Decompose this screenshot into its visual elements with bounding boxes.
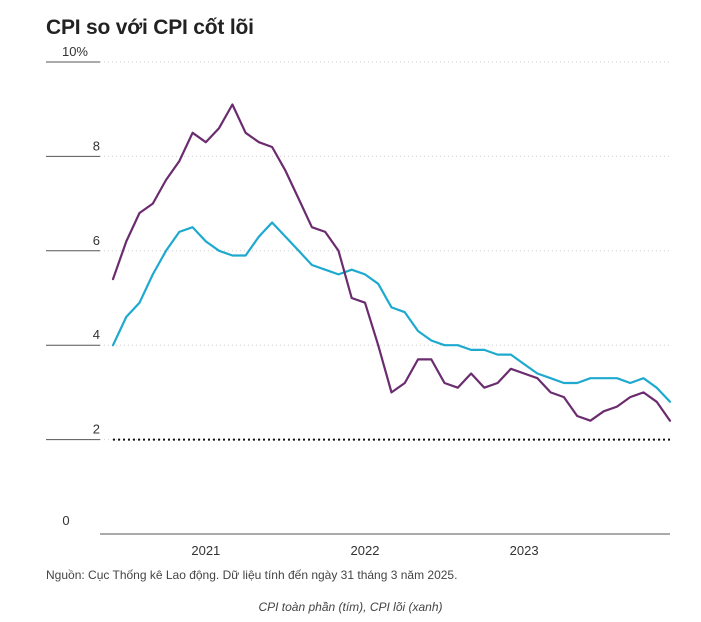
chart-title: CPI so với CPI cốt lõi [46,16,254,39]
series-line-cpi [111,103,672,422]
y-tick-label: 10% [62,44,88,59]
legend-caption: CPI toàn phần (tím), CPI lõi (xanh) [258,600,443,614]
y-tick-label: 8 [93,138,100,153]
axis-ticks: 10% 8 6 4 2 0 2021 2022 2023 [62,44,539,558]
series-line-core-cpi [111,221,672,403]
y-tick-label: 4 [93,327,100,342]
y-tick-label: 6 [93,233,100,248]
y-tick-label: 0 [62,513,69,528]
x-tick-label: 2021 [191,543,220,558]
line-chart: 10% 8 6 4 2 0 2021 2022 2023 [46,44,672,558]
series-group [111,103,672,422]
y-tick-label: 2 [93,422,100,437]
x-tick-label: 2022 [351,543,380,558]
x-tick-label: 2023 [510,543,539,558]
gridlines [46,61,670,535]
source-note: Nguồn: Cục Thống kê Lao động. Dữ liệu tí… [46,568,458,582]
